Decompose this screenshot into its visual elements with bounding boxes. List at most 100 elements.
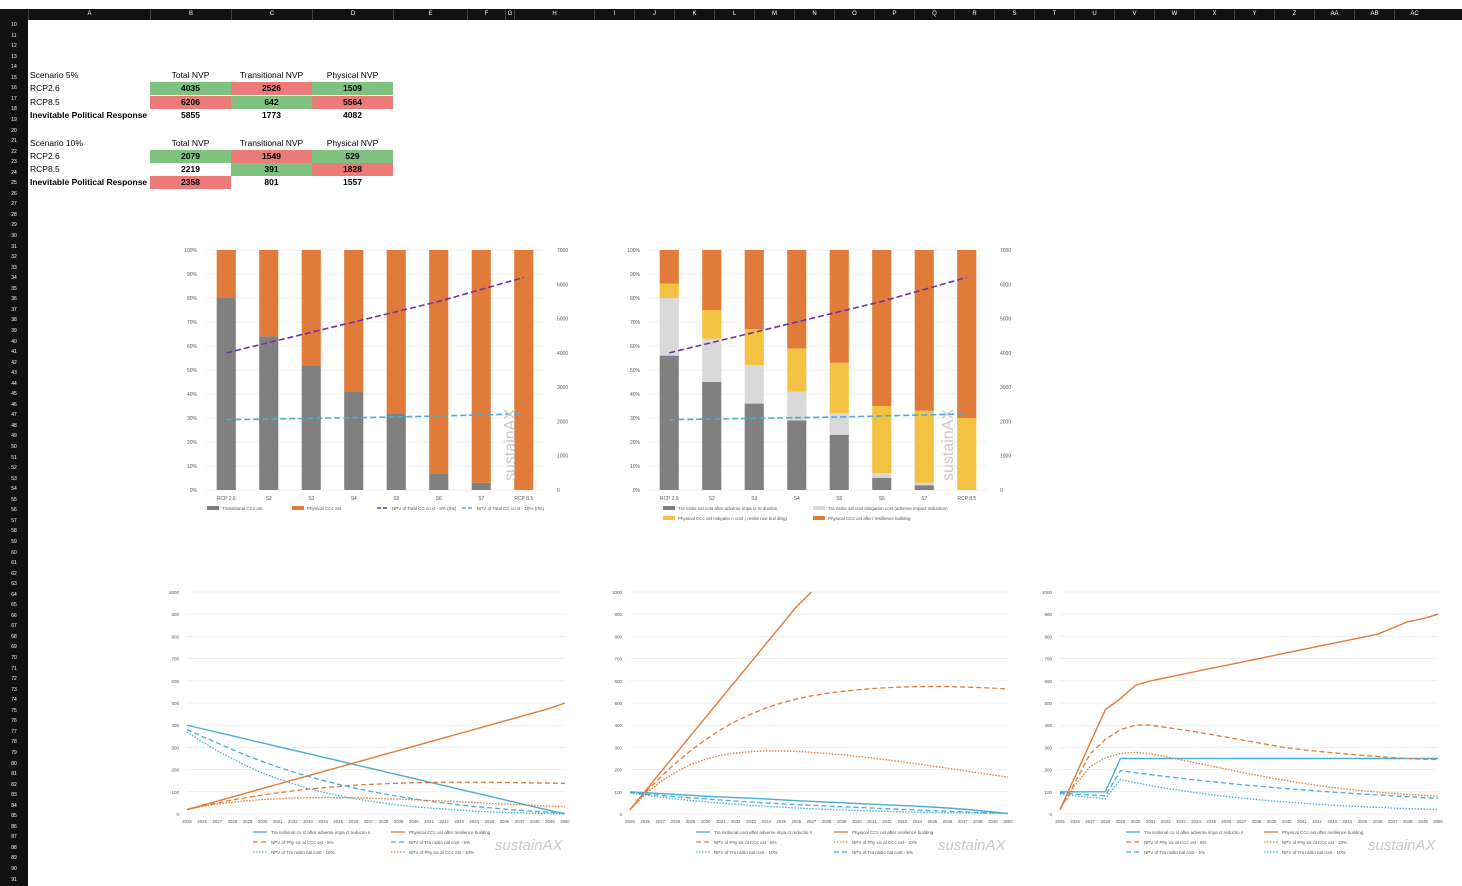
column-header[interactable]: AC — [1394, 9, 1434, 20]
column-header[interactable]: X — [1194, 9, 1234, 20]
row-header[interactable]: 53 — [11, 475, 17, 482]
row-header[interactable]: 43 — [11, 370, 17, 377]
row-header[interactable]: 47 — [11, 412, 17, 419]
row-header[interactable]: 12 — [11, 43, 17, 50]
line-chart-rcp85[interactable]: 0 100 200 300 400 500 600 700 800 900 1000 2025 2026… — [608, 582, 1018, 862]
row-header[interactable]: 14 — [11, 64, 17, 71]
row-header[interactable]: 56 — [11, 507, 17, 514]
column-header[interactable]: Z — [1274, 9, 1314, 20]
row-header[interactable]: 66 — [11, 612, 17, 619]
column-header[interactable]: N — [794, 9, 834, 20]
row-header[interactable]: 32 — [11, 254, 17, 261]
row-header[interactable]: 82 — [11, 781, 17, 788]
row-header[interactable]: 87 — [11, 834, 17, 841]
header-transitional-npv[interactable]: Transitional NVP — [239, 138, 304, 148]
column-header[interactable]: R — [954, 9, 994, 20]
row-header[interactable]: 65 — [11, 602, 17, 609]
column-header[interactable]: W — [1154, 9, 1194, 20]
row-label-rcp26[interactable]: RCP2.6 — [30, 83, 60, 93]
row-header[interactable]: 67 — [11, 623, 17, 630]
row-header[interactable]: 46 — [11, 401, 17, 408]
column-header[interactable]: Y — [1234, 9, 1274, 20]
cell-value[interactable]: 1773 — [262, 110, 281, 120]
cell-value[interactable]: 642 — [231, 96, 312, 109]
row-header[interactable]: 10 — [11, 22, 17, 28]
row-header[interactable]: 17 — [11, 95, 17, 102]
column-header[interactable]: U — [1074, 9, 1114, 20]
row-header[interactable]: 85 — [11, 813, 17, 820]
column-header[interactable]: E — [393, 9, 467, 20]
cell-value[interactable]: 2079 — [150, 150, 231, 163]
row-header[interactable]: 81 — [11, 771, 17, 778]
row-header[interactable]: 77 — [11, 728, 17, 735]
header-total-npv[interactable]: Total NVP — [171, 70, 210, 80]
column-header[interactable]: D — [312, 9, 393, 20]
row-header[interactable]: 74 — [11, 697, 17, 704]
scenario-10-title[interactable]: Scenario 10% — [30, 138, 83, 148]
row-header[interactable]: 49 — [11, 433, 17, 440]
header-total-npv[interactable]: Total NVP — [171, 138, 210, 148]
row-header[interactable]: 34 — [11, 275, 17, 282]
cell-value[interactable]: 391 — [231, 163, 312, 176]
row-header[interactable]: 60 — [11, 549, 17, 556]
cell-value[interactable]: 1828 — [312, 163, 393, 176]
row-label-rcp85[interactable]: RCP8.5 — [30, 164, 60, 174]
row-label-rcp85[interactable]: RCP8.5 — [30, 97, 60, 107]
column-header[interactable]: I — [594, 9, 634, 20]
cell-value[interactable]: 2526 — [231, 82, 312, 95]
row-header[interactable]: 18 — [11, 106, 17, 113]
row-header[interactable]: 69 — [11, 644, 17, 651]
cell-value[interactable]: 529 — [312, 150, 393, 163]
row-header[interactable]: 41 — [11, 349, 17, 356]
row-header[interactable]: 33 — [11, 264, 17, 271]
row-header[interactable]: 42 — [11, 359, 17, 366]
row-header[interactable]: 50 — [11, 444, 17, 450]
column-header[interactable]: F — [467, 9, 505, 20]
row-header[interactable]: 70 — [11, 655, 17, 661]
row-header[interactable]: 55 — [11, 496, 17, 503]
row-header[interactable]: 38 — [11, 317, 17, 324]
column-header[interactable]: AA — [1314, 9, 1354, 20]
header-transitional-npv[interactable]: Transitional NVP — [239, 70, 304, 80]
row-label-inevitable[interactable]: Inevitable Political Response — [30, 110, 148, 120]
line-chart-rcp26[interactable]: 0 100 200 300 400 500 600 700 800 900 1000 2025 2026… — [165, 582, 575, 862]
row-label-rcp26[interactable]: RCP2.6 — [30, 151, 60, 161]
row-header[interactable]: 19 — [11, 116, 17, 123]
cell-value[interactable]: 6206 — [150, 96, 231, 109]
row-header[interactable]: 83 — [11, 792, 17, 799]
row-header[interactable]: 59 — [11, 538, 17, 545]
row-label-inevitable[interactable]: Inevitable Political Response — [30, 177, 148, 187]
row-header[interactable]: 44 — [11, 380, 17, 387]
row-header[interactable]: 51 — [11, 454, 17, 461]
column-header[interactable]: A — [28, 9, 150, 20]
column-header[interactable]: O — [834, 9, 874, 20]
cell-value[interactable]: 2358 — [150, 176, 231, 189]
row-header[interactable]: 39 — [11, 327, 17, 334]
cell-value[interactable]: 2219 — [181, 164, 200, 174]
row-header[interactable]: 15 — [11, 74, 17, 81]
row-header[interactable]: 72 — [11, 676, 17, 683]
column-header[interactable]: T — [1034, 9, 1074, 20]
row-header[interactable]: 37 — [11, 306, 17, 313]
bar-chart-transitional-physical[interactable]: 0% 10% 20% 30% 40% 50% 60% 70% 80% 90% 100% 0 1000 20… — [165, 240, 585, 525]
row-header[interactable]: 91 — [11, 876, 17, 883]
row-header[interactable]: 23 — [11, 159, 17, 166]
row-header[interactable]: 64 — [11, 591, 17, 598]
row-header[interactable]: 86 — [11, 823, 17, 830]
column-header[interactable]: J — [634, 9, 674, 20]
cell-value[interactable]: 1509 — [312, 82, 393, 95]
cell-value[interactable]: 5564 — [312, 96, 393, 109]
row-header[interactable]: 90 — [11, 866, 17, 872]
row-header[interactable]: 30 — [11, 233, 17, 239]
header-physical-npv[interactable]: Physical NVP — [326, 70, 379, 80]
row-header[interactable]: 48 — [11, 422, 17, 429]
bar-chart-cost-breakdown[interactable]: 0% 10% 20% 30% 40% 50% 60% 70% 80% 90% 100% 0 1000 20… — [608, 240, 1028, 525]
column-header[interactable]: L — [714, 9, 754, 20]
column-header[interactable]: S — [994, 9, 1034, 20]
row-header[interactable]: 27 — [11, 201, 17, 208]
column-header[interactable]: Q — [914, 9, 954, 20]
row-header[interactable]: 24 — [11, 169, 17, 176]
cell-value[interactable]: 4082 — [343, 110, 362, 120]
cell-value[interactable]: 1557 — [343, 177, 362, 187]
column-header[interactable]: P — [874, 9, 914, 20]
